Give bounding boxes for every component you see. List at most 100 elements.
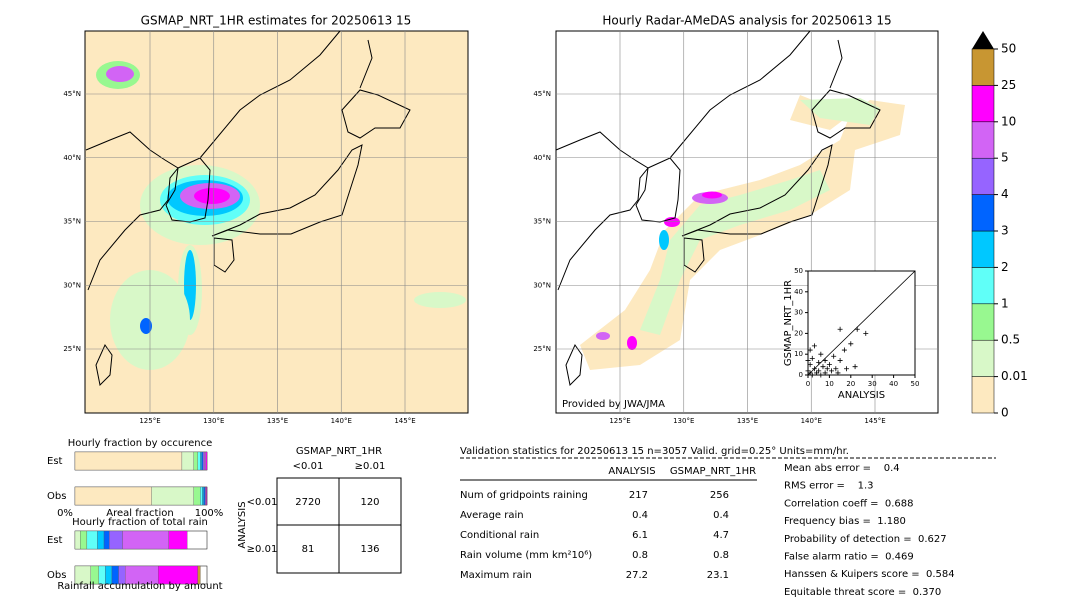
bar-segment <box>203 486 206 506</box>
cell: 6.1 <box>632 530 648 541</box>
chart-title: Hourly fraction by occurence <box>68 438 212 449</box>
point <box>811 366 817 372</box>
point <box>826 362 832 368</box>
score: Frequency bias = 1.180 <box>784 516 906 527</box>
rain-field <box>96 61 466 370</box>
cell: 0.4 <box>713 510 729 521</box>
lat-label: 40°N <box>533 154 551 162</box>
bar-segment <box>193 486 201 506</box>
colorbar-label: 5 <box>1001 151 1009 165</box>
point <box>837 357 843 363</box>
cell: 27.2 <box>626 570 648 581</box>
bar-segment <box>200 486 203 506</box>
credit: Provided by JWA/JMA <box>562 399 665 410</box>
cell: 217 <box>629 490 648 501</box>
point <box>814 370 820 376</box>
category-label: Est <box>47 456 63 467</box>
x-tick-label: 40 <box>889 380 898 388</box>
lat-label: 25°N <box>63 345 81 353</box>
y-tick-label: 50 <box>794 267 803 275</box>
point <box>807 370 813 376</box>
colorbar-label: 1 <box>1001 296 1009 310</box>
validation-header: Validation statistics for 20250613 15 n=… <box>460 446 849 457</box>
bar-segment <box>74 530 81 550</box>
colorbar-label: 0.01 <box>1001 369 1028 383</box>
bar-segment <box>201 451 204 471</box>
point <box>805 368 811 374</box>
y-tick-label: 10 <box>794 350 803 358</box>
point <box>816 368 822 374</box>
y-tick-label: 40 <box>794 288 803 296</box>
col-label: ≥0.01 <box>355 461 386 472</box>
point <box>818 351 824 357</box>
row-label: Average rain <box>460 510 524 521</box>
colorbar-segment <box>971 157 995 195</box>
bar-segment <box>205 451 208 471</box>
bar-segment <box>181 451 194 471</box>
map-left <box>84 30 469 414</box>
point <box>852 364 858 370</box>
bar-segment <box>122 530 169 550</box>
lat-label: 35°N <box>63 218 81 226</box>
colorbar-segment <box>971 85 995 123</box>
bar-segment <box>103 530 110 550</box>
bar-segment <box>74 486 152 506</box>
point <box>822 357 828 363</box>
point <box>811 343 817 349</box>
rain-field <box>580 95 905 370</box>
y-tick-label: 20 <box>794 329 803 337</box>
colorbar-extend <box>972 31 994 49</box>
map-title: GSMAP_NRT_1HR estimates for 20250613 15 <box>141 14 412 28</box>
x-tick-label: 50 <box>911 380 920 388</box>
point <box>807 362 813 368</box>
cell: 120 <box>360 497 379 508</box>
lat-label: 30°N <box>533 281 551 289</box>
bar-segment <box>151 486 194 506</box>
lat-label: 40°N <box>63 154 81 162</box>
row-title: ANALYSIS <box>237 501 248 548</box>
cell: 23.1 <box>707 570 729 581</box>
colorbar-label: 0.5 <box>1001 333 1020 347</box>
lat-label: 45°N <box>63 90 81 98</box>
lon-label: 125°E <box>609 417 630 425</box>
x-tick-label: 100% <box>195 508 224 519</box>
cell: 0.8 <box>632 550 648 561</box>
point <box>807 347 813 353</box>
map-title: Hourly Radar-AMeDAS analysis for 2025061… <box>602 14 891 28</box>
x-axis-label: ANALYSIS <box>838 390 885 401</box>
table-title: GSMAP_NRT_1HR <box>296 446 382 457</box>
point <box>835 370 841 376</box>
score: Equitable threat score = 0.370 <box>784 587 941 598</box>
point <box>822 370 828 376</box>
y-axis-label: GSMAP_NRT_1HR <box>783 280 794 366</box>
colorbar-segment <box>971 230 995 268</box>
x-tick-label: 0% <box>57 508 73 519</box>
point <box>809 355 815 361</box>
point <box>805 357 811 363</box>
colorbar-segment <box>971 303 995 341</box>
y-tick-label: 0 <box>799 371 803 379</box>
point <box>829 368 835 374</box>
diagonal <box>807 270 916 376</box>
row-label: Num of gridpoints raining <box>460 490 588 501</box>
category-label: Obs <box>47 570 66 581</box>
point <box>816 360 822 366</box>
bar-segment <box>197 451 201 471</box>
colorbar-label: 0 <box>1001 406 1009 420</box>
lon-label: 145°E <box>864 417 885 425</box>
point <box>854 326 860 332</box>
bar-segment <box>193 451 198 471</box>
bar-segment <box>97 530 105 550</box>
point <box>844 366 850 372</box>
category-label: Est <box>47 535 63 546</box>
colorbar-label: 4 <box>1001 187 1009 201</box>
point <box>820 364 826 370</box>
lon-label: 125°E <box>139 417 160 425</box>
x-tick-label: 0 <box>806 380 810 388</box>
cell: 136 <box>360 544 379 555</box>
lon-label: 130°E <box>673 417 694 425</box>
score: Hanssen & Kuipers score = 0.584 <box>784 569 955 580</box>
y-tick-label: 30 <box>794 309 803 317</box>
point <box>841 347 847 353</box>
score: Correlation coeff = 0.688 <box>784 498 914 509</box>
